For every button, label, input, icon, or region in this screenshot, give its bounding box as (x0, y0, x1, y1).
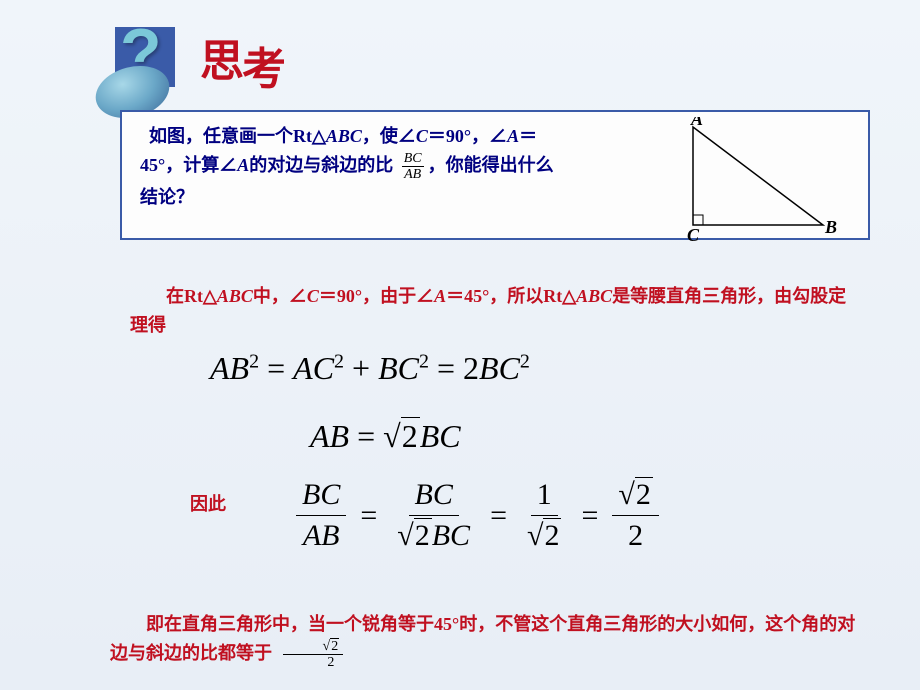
equation-3: BC AB = BC 2BC = 1 2 = 2 2 (290, 475, 665, 556)
title-text: 思考 (200, 25, 288, 89)
fraction-bc-ab: BC AB (402, 151, 424, 183)
title-char-1: 思 (200, 37, 244, 86)
problem-text: 如图，任意画一个Rt△ABC，使∠C＝90°，∠A＝45°，计算∠A的对边与斜边… (140, 122, 570, 211)
frac-2: BC 2BC (391, 475, 476, 556)
triangle-figure: A B C (673, 117, 838, 252)
vertex-c: C (687, 225, 700, 245)
equation-2: AB = 2BC (310, 418, 461, 455)
title-char-2: 考 (242, 45, 286, 94)
paragraph-2: 即在直角三角形中，当一个锐角等于45°时，不管这个直角三角形的大小如何，这个角的… (110, 610, 860, 671)
frac-4: 2 2 (612, 475, 658, 556)
paragraph-1: 在Rt△ABC中，∠C＝90°，由于∠A＝45°，所以Rt△ABC是等腰直角三角… (130, 282, 850, 340)
problem-box: 如图，任意画一个Rt△ABC，使∠C＝90°，∠A＝45°，计算∠A的对边与斜边… (120, 110, 870, 240)
frac-1: BC AB (296, 475, 346, 556)
frac-3: 1 2 (521, 475, 567, 556)
equation-1: AB2 = AC2 + BC2 = 2BC2 (210, 350, 530, 387)
vertex-a: A (690, 117, 703, 129)
title-area: ? 思考 (110, 22, 288, 92)
therefore-label: 因此 (190, 490, 226, 516)
final-fraction: √2 2 (283, 639, 344, 671)
vertex-b: B (824, 217, 837, 237)
triangle-svg: A B C (673, 117, 838, 247)
question-icon: ? (110, 22, 180, 92)
